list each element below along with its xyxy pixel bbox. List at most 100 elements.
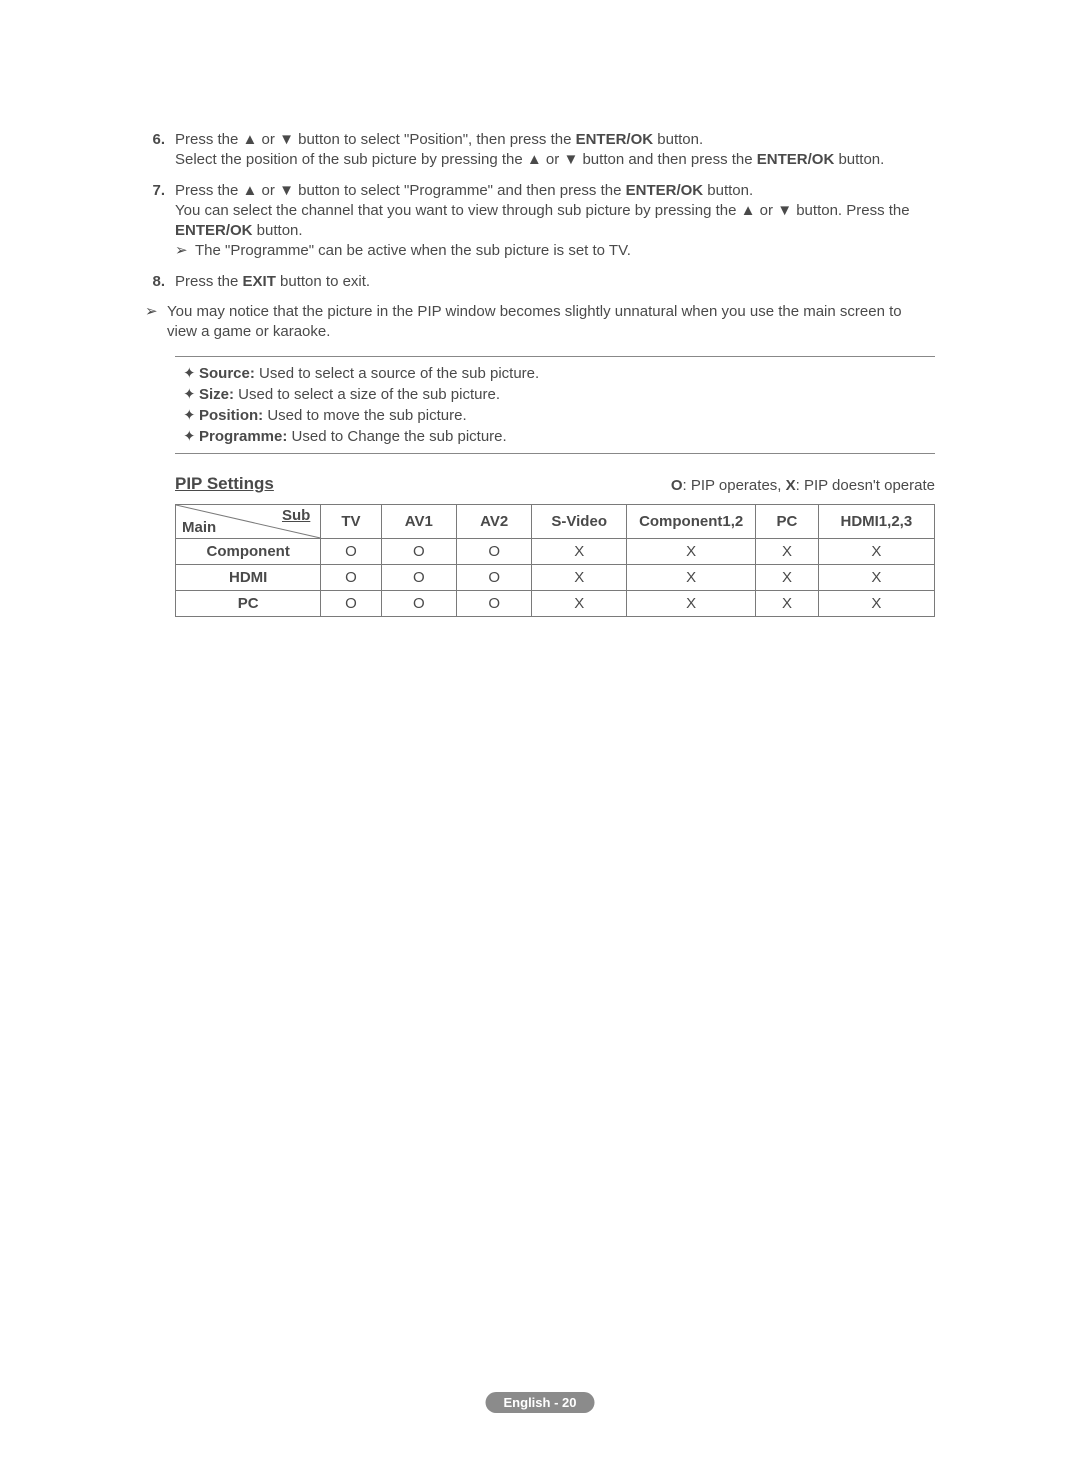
step-line: Press the ▲ or ▼ button to select "Posit… xyxy=(175,130,935,150)
text: button to select "Programme" and then pr… xyxy=(294,182,626,199)
note-marker-icon: ➢ xyxy=(175,241,195,261)
step: 6.Press the ▲ or ▼ button to select "Pos… xyxy=(145,130,935,171)
step-number: 8. xyxy=(145,272,175,292)
definition-desc: Used to select a size of the sub picture… xyxy=(234,386,500,403)
table-cell: X xyxy=(532,591,627,617)
definition-desc: Used to Change the sub picture. xyxy=(287,428,506,445)
table-column-header: AV1 xyxy=(381,505,456,539)
definition-desc: Used to select a source of the sub pictu… xyxy=(255,365,539,382)
bullet-icon: ✦ xyxy=(183,363,199,384)
definition-desc: Used to move the sub picture. xyxy=(263,407,466,424)
table-cell: O xyxy=(321,591,381,617)
definition-item: ✦Size: Used to select a size of the sub … xyxy=(183,384,935,405)
text: Press the xyxy=(175,131,243,148)
table-row: ComponentOOOXXXX xyxy=(176,539,935,565)
table-cell: O xyxy=(456,539,531,565)
text: Select the position of the sub picture b… xyxy=(175,151,527,168)
step-line: Press the EXIT button to exit. xyxy=(175,272,935,292)
table-column-header: TV xyxy=(321,505,381,539)
definition-label: Source: xyxy=(199,365,255,382)
definition-label: Programme: xyxy=(199,428,287,445)
step-body: Press the ▲ or ▼ button to select "Posit… xyxy=(175,130,935,171)
table-cell: O xyxy=(321,565,381,591)
bullet-icon: ✦ xyxy=(183,384,199,405)
text: or xyxy=(542,151,564,168)
text: Press the xyxy=(175,273,243,290)
table-cell: O xyxy=(381,539,456,565)
pip-note: ➢ You may notice that the picture in the… xyxy=(145,302,935,343)
text: button to exit. xyxy=(276,273,370,290)
pip-note-text: You may notice that the picture in the P… xyxy=(167,302,935,343)
text: ▲ xyxy=(243,131,258,148)
text: button. Press the xyxy=(792,202,910,219)
table-column-header: PC xyxy=(756,505,818,539)
text: ▼ xyxy=(563,151,578,168)
table-cell: X xyxy=(756,591,818,617)
footer-pill: English - 20 xyxy=(486,1392,595,1413)
page-footer: English - 20 xyxy=(486,1394,595,1412)
text: or xyxy=(257,182,279,199)
step-note-text: The "Programme" can be active when the s… xyxy=(195,241,631,261)
definition-text: Source: Used to select a source of the s… xyxy=(199,363,539,384)
table-row: HDMIOOOXXXX xyxy=(176,565,935,591)
text: ▼ xyxy=(279,131,294,148)
text: Press the xyxy=(175,182,243,199)
table-row-header: PC xyxy=(176,591,321,617)
table-cell: O xyxy=(381,591,456,617)
step-line: Select the position of the sub picture b… xyxy=(175,150,935,170)
table-row: PCOOOXXXX xyxy=(176,591,935,617)
corner-sub-label: Sub xyxy=(282,507,310,524)
step-number: 6. xyxy=(145,130,175,171)
text: button and then press the xyxy=(578,151,756,168)
definition-item: ✦Programme: Used to Change the sub pictu… xyxy=(183,426,935,447)
text: button. xyxy=(653,131,703,148)
text: ▲ xyxy=(527,151,542,168)
text: or xyxy=(756,202,778,219)
definition-label: Size: xyxy=(199,386,234,403)
definition-item: ✦Source: Used to select a source of the … xyxy=(183,363,935,384)
step: 7.Press the ▲ or ▼ button to select "Pro… xyxy=(145,181,935,262)
text: button to select "Position", then press … xyxy=(294,131,576,148)
table-cell: X xyxy=(627,539,756,565)
table-column-header: AV2 xyxy=(456,505,531,539)
step-note: ➢The "Programme" can be active when the … xyxy=(175,241,935,261)
definition-text: Programme: Used to Change the sub pictur… xyxy=(199,426,507,447)
step-line: Press the ▲ or ▼ button to select "Progr… xyxy=(175,181,935,201)
step-body: Press the EXIT button to exit. xyxy=(175,272,935,292)
table-column-header: S-Video xyxy=(532,505,627,539)
legend: O: PIP operates, X: PIP doesn't operate xyxy=(671,477,935,494)
table-cell: O xyxy=(456,591,531,617)
bullet-icon: ✦ xyxy=(183,405,199,426)
note-marker-icon: ➢ xyxy=(145,302,167,343)
text: You can select the channel that you want… xyxy=(175,202,741,219)
table-cell: X xyxy=(532,565,627,591)
table-cell: X xyxy=(818,565,934,591)
table-cell: X xyxy=(627,591,756,617)
bold-text: ENTER/OK xyxy=(626,182,704,199)
step-number: 7. xyxy=(145,181,175,262)
steps-list: 6.Press the ▲ or ▼ button to select "Pos… xyxy=(145,130,935,292)
text: ▼ xyxy=(279,182,294,199)
section-title: PIP Settings xyxy=(175,474,274,494)
definition-label: Position: xyxy=(199,407,263,424)
bullet-icon: ✦ xyxy=(183,426,199,447)
step-body: Press the ▲ or ▼ button to select "Progr… xyxy=(175,181,935,262)
table-cell: X xyxy=(532,539,627,565)
corner-main-label: Main xyxy=(182,519,216,536)
text: button. xyxy=(834,151,884,168)
table-cell: X xyxy=(756,565,818,591)
table-cell: X xyxy=(627,565,756,591)
table-cell: X xyxy=(818,591,934,617)
table-cell: O xyxy=(456,565,531,591)
table-cell: X xyxy=(756,539,818,565)
pip-table: SubMainTVAV1AV2S-VideoComponent1,2PCHDMI… xyxy=(175,504,935,617)
legend-symbol: O xyxy=(671,477,683,494)
legend-text: : PIP doesn't operate xyxy=(796,477,935,494)
table-cell: O xyxy=(381,565,456,591)
table-cell: O xyxy=(321,539,381,565)
section-header-row: PIP Settings O: PIP operates, X: PIP doe… xyxy=(175,474,935,494)
text: or xyxy=(257,131,279,148)
legend-text: : PIP operates, xyxy=(683,477,786,494)
text: button. xyxy=(703,182,753,199)
text: button. xyxy=(253,222,303,239)
